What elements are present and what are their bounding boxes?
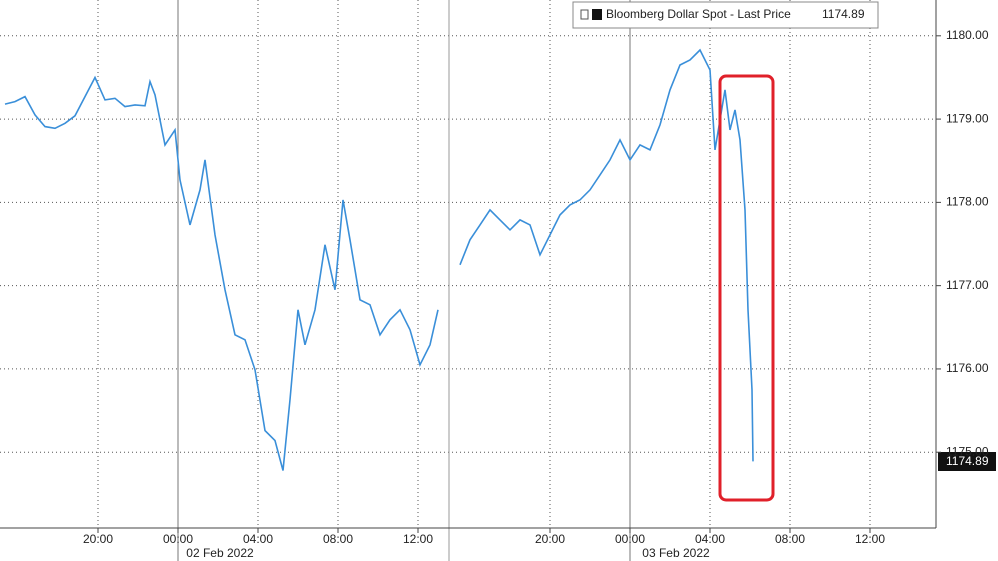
x-tick-label: 12:00 <box>403 532 433 546</box>
x-tick-label: 04:00 <box>695 532 725 546</box>
y-tick-label: 1175.00 <box>946 444 989 458</box>
x-tick-label: 08:00 <box>775 532 805 546</box>
y-tick-label: 1178.00 <box>946 195 989 209</box>
y-tick-label: 1177.00 <box>946 278 989 292</box>
x-tick-label: 00:00 <box>615 532 645 546</box>
price-line <box>4 48 754 471</box>
x-tick-label: 20:00 <box>535 532 565 546</box>
highlight-box <box>718 74 775 502</box>
x-tick-label: 12:00 <box>855 532 885 546</box>
legend <box>572 1 879 29</box>
x-tick-label: 04:00 <box>243 532 273 546</box>
y-tick-label: 1179.00 <box>946 111 989 125</box>
last-price-label: 1174.89 <box>946 454 989 468</box>
legend-label: Bloomberg Dollar Spot - Last Price <box>606 7 791 21</box>
x-date-label: 03 Feb 2022 <box>642 546 710 560</box>
y-tick-label: 1180.00 <box>946 28 989 42</box>
x-tick-label: 00:00 <box>163 532 193 546</box>
y-tick-label: 1176.00 <box>946 361 989 375</box>
plot-area <box>4 48 754 471</box>
x-tick-label: 08:00 <box>323 532 353 546</box>
x-tick-label: 20:00 <box>83 532 113 546</box>
legend-swatch <box>592 9 602 20</box>
legend-toggle[interactable] <box>580 9 589 20</box>
last-price-tag <box>938 452 996 471</box>
x-date-label: 02 Feb 2022 <box>186 546 254 560</box>
legend-last-value: 1174.89 <box>822 7 865 21</box>
